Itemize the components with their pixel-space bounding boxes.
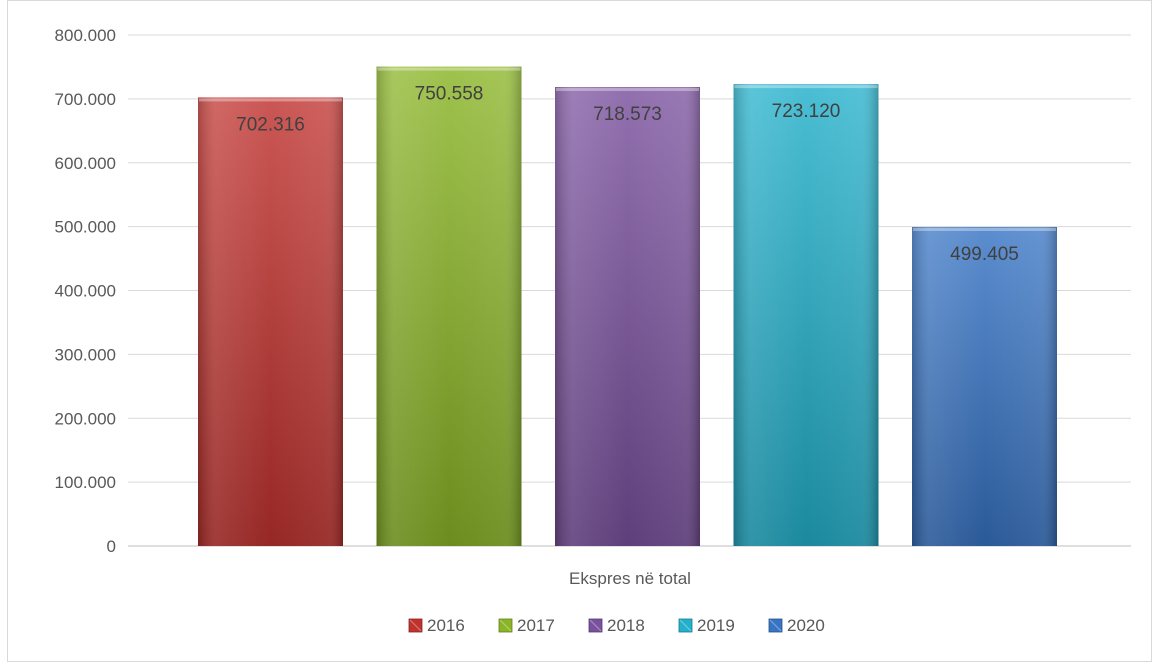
bar-2017: [376, 66, 522, 546]
data-label-2020: 499.405: [950, 244, 1019, 265]
legend-swatch-2017: [498, 618, 513, 633]
data-label-2017: 750.558: [415, 84, 484, 105]
legend-swatch-shine: [589, 619, 602, 632]
bar-2016-shade: [198, 97, 343, 546]
bar-2018-highlight: [556, 88, 699, 92]
y-tick-label: 200.000: [55, 409, 116, 428]
legend: 2016 2017 2018 2019 2020: [408, 616, 825, 635]
legend-item-2018: 2018: [588, 616, 645, 635]
legend-label-2016: 2016: [427, 616, 465, 635]
bar-2019-highlight: [734, 85, 878, 89]
y-tick-label: 100.000: [55, 473, 116, 492]
legend-label-2020: 2020: [787, 616, 825, 635]
y-tick-label: 800.000: [55, 26, 116, 45]
y-tick-label: 300.000: [55, 345, 116, 364]
data-label-2018: 718.573: [593, 104, 662, 125]
bar-2020: [912, 227, 1057, 546]
y-tick-label: 0: [107, 537, 116, 556]
bar-2016-highlight: [199, 98, 342, 102]
legend-label-2017: 2017: [517, 616, 555, 635]
legend-swatch-2018: [588, 618, 603, 633]
legend-swatch-shine: [679, 619, 692, 632]
bar-2018: [555, 87, 700, 546]
x-axis-category-label: Ekspres në total: [569, 569, 691, 588]
legend-item-2017: 2017: [498, 616, 555, 635]
legend-item-2016: 2016: [408, 616, 465, 635]
legend-swatch-2019: [678, 618, 693, 633]
bar-2016: [198, 97, 343, 546]
legend-item-2019: 2019: [678, 616, 735, 635]
y-tick-label: 500.000: [55, 218, 116, 237]
bar-2017-highlight: [377, 67, 521, 71]
data-label-2016: 702.316: [236, 114, 305, 135]
legend-swatch-shine: [409, 619, 422, 632]
legend-swatch-2016: [408, 618, 423, 633]
bar-2020-highlight: [913, 228, 1056, 232]
legend-swatch-shine: [499, 619, 512, 632]
legend-swatch-2020: [768, 618, 783, 633]
bar-2018-shade: [555, 87, 700, 546]
legend-label-2019: 2019: [697, 616, 735, 635]
bar-2019: [733, 84, 879, 546]
legend-swatch-shine: [769, 619, 782, 632]
bars: [198, 66, 1057, 546]
data-label-2019: 723.120: [772, 101, 841, 122]
bar-2019-shade: [733, 84, 879, 546]
bar-2020-shade: [912, 227, 1057, 546]
legend-item-2020: 2020: [768, 616, 825, 635]
y-tick-label: 600.000: [55, 154, 116, 173]
legend-label-2018: 2018: [607, 616, 645, 635]
data-labels: 702.316 750.558 718.573 723.120 499.405: [236, 84, 1019, 265]
y-axis-ticks: 0 100.000 200.000 300.000 400.000 500.000 600.…: [55, 26, 116, 556]
y-tick-label: 700.000: [55, 90, 116, 109]
bar-2017-shade: [376, 66, 522, 546]
y-tick-label: 400.000: [55, 282, 116, 301]
